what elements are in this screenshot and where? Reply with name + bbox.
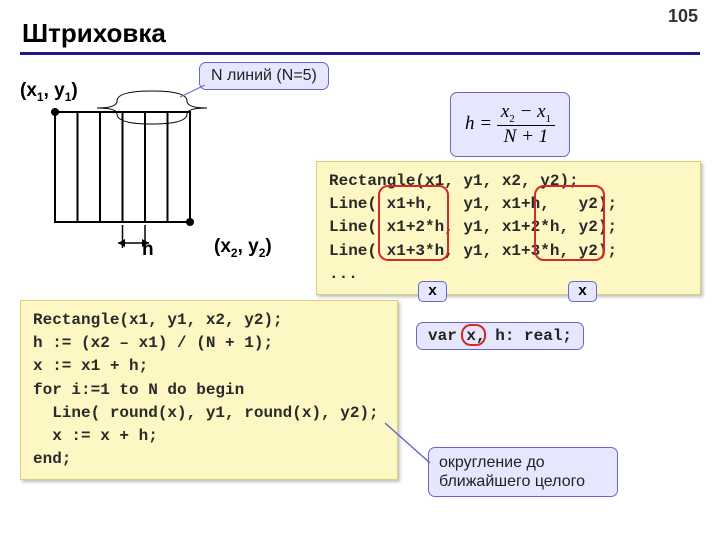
x-label-1: x	[418, 281, 447, 302]
highlight-x-right	[534, 185, 605, 261]
code-block-loop: Rectangle(x1, y1, x2, y2); h := (x2 – x1…	[20, 300, 398, 480]
title-underline	[20, 52, 700, 55]
callout-rounding: округление до ближайшего целого	[428, 447, 618, 497]
hatching-diagram	[30, 85, 290, 275]
page-number: 105	[668, 6, 698, 27]
code-block-lines: Rectangle(x1, y1, x2, y2); Line( x1+h, y…	[316, 161, 701, 295]
formula-h: h = x2 − x1 N + 1	[450, 92, 570, 157]
x-label-2: x	[568, 281, 597, 302]
highlight-x-left	[378, 185, 449, 261]
pointer-rounding	[380, 418, 450, 468]
callout-var-decl: var x, h: real;	[416, 322, 584, 350]
page-title: Штриховка	[22, 18, 166, 49]
highlight-var-x	[461, 324, 486, 346]
